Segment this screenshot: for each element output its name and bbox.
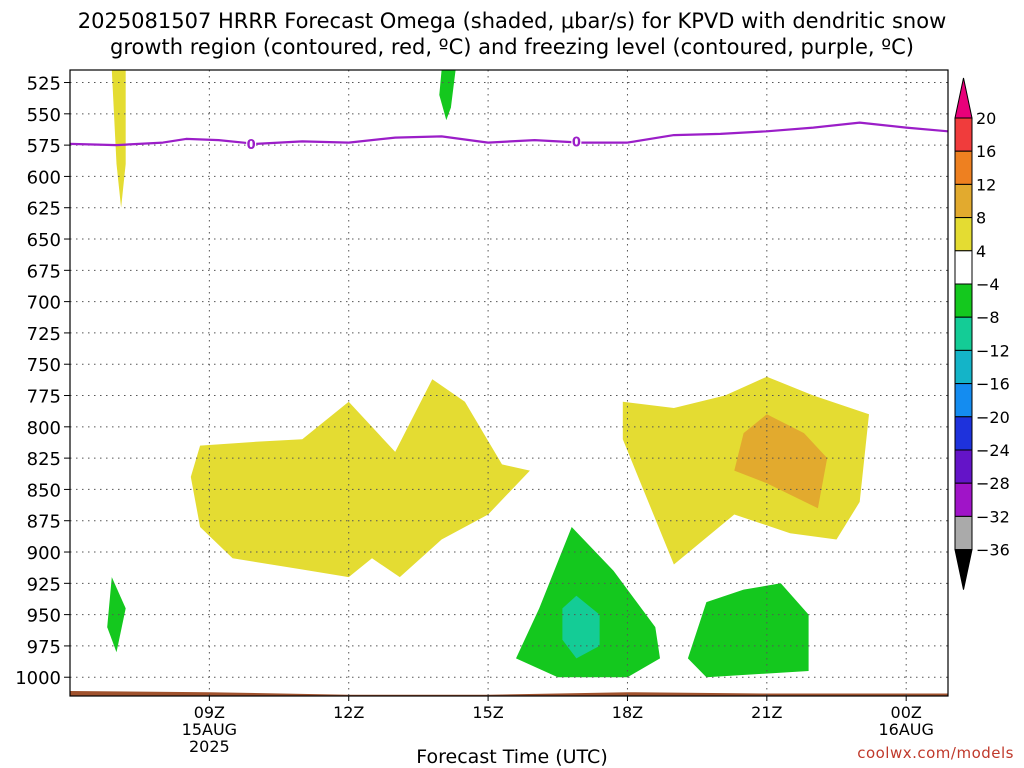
freezing-level-line xyxy=(70,121,948,147)
x-tick-label: 18Z xyxy=(612,703,643,722)
colorbar-label: −8 xyxy=(976,308,1000,327)
x-tick-date-label: 15AUG xyxy=(182,720,237,739)
y-tick-label: 600 xyxy=(27,167,61,188)
colorbar-label: 20 xyxy=(976,109,996,128)
x-tick-date-label: 16AUG xyxy=(878,720,933,739)
plot-frame xyxy=(69,69,949,697)
y-tick-label: 550 xyxy=(27,105,61,126)
colorbar-label: −4 xyxy=(976,275,1000,294)
colorbar: 20 16 12 8 4 −4 −8 −12 −16 −20 −24 −28 −32 −36 xyxy=(954,77,1010,590)
colorbar-label: −32 xyxy=(976,507,1010,526)
y-tick-label: 700 xyxy=(27,293,61,314)
y-tick-label: 625 xyxy=(27,199,61,220)
y-tick-label: 1000 xyxy=(15,668,61,689)
y-tick-label: 675 xyxy=(27,261,61,282)
omega-region-8 xyxy=(562,595,600,659)
colorbar-swatch xyxy=(954,383,973,418)
freezing-level-label: 0 xyxy=(572,135,581,150)
colorbar-label: −16 xyxy=(976,375,1010,394)
y-tick-label: 925 xyxy=(27,574,61,595)
colorbar-swatch xyxy=(954,183,973,219)
colorbar-label: 8 xyxy=(976,209,986,228)
colorbar-label: −36 xyxy=(976,541,1010,560)
colorbar-label: −20 xyxy=(976,408,1010,427)
omega-region-9 xyxy=(687,583,809,678)
colorbar-swatch xyxy=(954,316,973,351)
y-tick-label: 725 xyxy=(27,324,61,345)
omega-region-4 xyxy=(734,414,828,509)
colorbar-swatch xyxy=(954,283,973,318)
grid-lines xyxy=(70,70,948,696)
colorbar-label: −28 xyxy=(976,474,1010,493)
omega-region-1 xyxy=(111,70,126,208)
x-tick-label: 12Z xyxy=(333,703,364,722)
y-tick-label: 975 xyxy=(27,637,61,658)
terrain-layer xyxy=(70,691,948,696)
x-tick-label: 21Z xyxy=(751,703,782,722)
y-tick-label: 575 xyxy=(27,136,61,157)
y-tick-label: 825 xyxy=(27,449,61,470)
colorbar-swatch xyxy=(954,449,973,484)
colorbar-bottom-arrow xyxy=(954,549,973,590)
colorbar-swatch xyxy=(954,250,973,285)
x-tick-label: 09Z xyxy=(194,703,225,722)
credit-text: coolwx.com/models xyxy=(857,744,1014,762)
colorbar-swatch xyxy=(954,482,973,517)
chart-title-line-2: growth region (contoured, red, ºC) and f… xyxy=(110,35,914,59)
plot-background xyxy=(70,70,948,696)
colorbar-swatch xyxy=(954,150,973,185)
y-tick-label: 750 xyxy=(27,355,61,376)
chart-title-line-1: 2025081507 HRRR Forecast Omega (shaded, … xyxy=(77,9,947,33)
omega-region-6 xyxy=(107,577,126,653)
omega-region-2 xyxy=(190,379,530,578)
colorbar-swatch xyxy=(954,217,973,252)
colorbar-label: −24 xyxy=(976,441,1010,460)
x-tick-label: 15Z xyxy=(472,703,503,722)
freezing-label-bg xyxy=(571,133,582,149)
colorbar-label: 12 xyxy=(976,175,996,194)
omega-region-7 xyxy=(516,527,660,678)
colorbar-swatch xyxy=(954,515,973,551)
y-tick-label: 525 xyxy=(27,74,61,95)
y-tick-label: 875 xyxy=(27,512,61,533)
x-axis-title: Forecast Time (UTC) xyxy=(416,746,608,768)
freezing-level-label: 0 xyxy=(247,138,256,153)
colorbar-swatch xyxy=(954,416,973,451)
colorbar-label: 4 xyxy=(976,242,986,261)
y-tick-label: 900 xyxy=(27,543,61,564)
y-tick-label: 775 xyxy=(27,387,61,408)
y-tick-label: 950 xyxy=(27,606,61,627)
y-tick-label: 650 xyxy=(27,230,61,251)
y-tick-label: 850 xyxy=(27,480,61,501)
omega-shaded-regions xyxy=(107,70,869,678)
x-tick-date-label: 2025 xyxy=(189,737,230,756)
y-tick-label: 800 xyxy=(27,418,61,439)
terrain-fill xyxy=(70,691,948,696)
x-tick-label: 00Z xyxy=(891,703,922,722)
colorbar-label: −12 xyxy=(976,341,1010,360)
colorbar-top-arrow xyxy=(954,77,973,119)
colorbar-label: 16 xyxy=(976,142,996,161)
freezing-label-bg xyxy=(246,135,257,151)
y-axis: 525 550 575 600 625 650 675 700 725 750 775 800 825 8… xyxy=(15,74,70,689)
colorbar-swatch xyxy=(954,349,973,385)
colorbar-swatch xyxy=(954,117,973,152)
